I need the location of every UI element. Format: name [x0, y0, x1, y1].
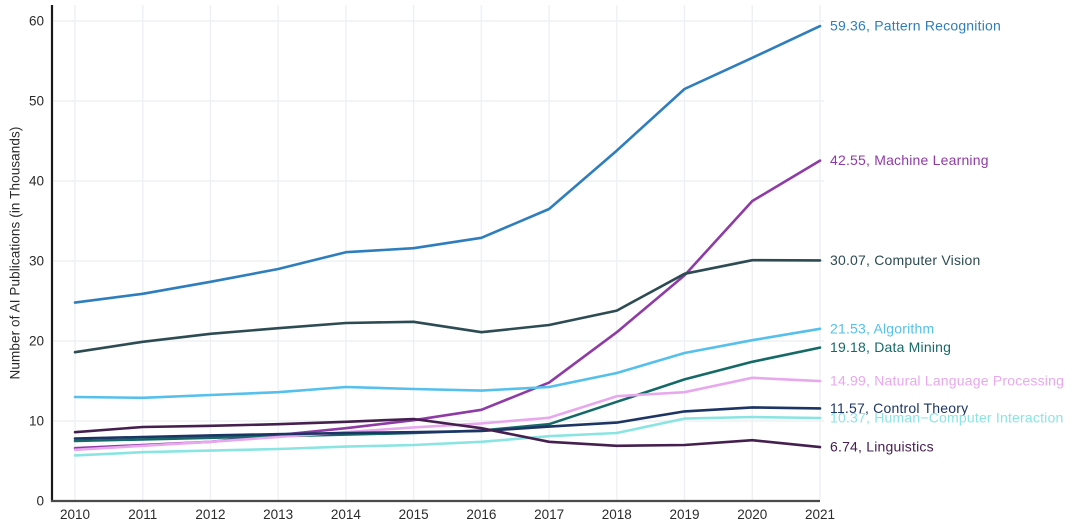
- y-axis-title: Number of AI Publications (in Thousands): [7, 126, 23, 380]
- y-tick-label: 10: [29, 414, 44, 429]
- y-tick-label: 0: [36, 494, 44, 509]
- x-tick-label: 2012: [195, 507, 225, 522]
- y-tick-label: 50: [29, 94, 44, 109]
- series-line-pattern-recognition: [73, 24, 822, 304]
- series-label-algorithm: 21.53, Algorithm: [830, 320, 934, 336]
- x-tick-label: 2019: [670, 507, 700, 522]
- y-tick-label: 40: [29, 174, 44, 189]
- series-label-linguistics: 6.74, Linguistics: [830, 439, 934, 455]
- x-tick-label: 2018: [602, 507, 632, 522]
- series-label-data-mining: 19.18, Data Mining: [830, 339, 951, 355]
- series-line-control-theory: [73, 406, 822, 440]
- series-label-machine-learning: 42.55, Machine Learning: [830, 152, 989, 168]
- series-line-natural-language-processing: [73, 376, 822, 452]
- series-line-algorithm: [73, 327, 822, 400]
- series-line-human-computer-interaction: [73, 415, 822, 457]
- series-label-control-theory: 11.57, Control Theory: [830, 400, 968, 416]
- y-tick-label: 60: [29, 14, 44, 29]
- series-label-natural-language-processing: 14.99, Natural Language Processing: [830, 373, 1064, 389]
- x-tick-label: 2017: [534, 507, 564, 522]
- series-label-human-computer-interaction: 10.37, Human−Computer Interaction: [830, 410, 1063, 426]
- x-tick-label: 2013: [263, 507, 293, 522]
- y-tick-label: 30: [29, 254, 44, 269]
- x-tick-label: 2020: [737, 507, 767, 522]
- x-tick-label: 2015: [399, 507, 429, 522]
- y-tick-label: 20: [29, 334, 44, 349]
- x-tick-label: 2011: [128, 507, 157, 522]
- x-tick-label: 2014: [331, 507, 362, 522]
- series-line-linguistics: [73, 417, 822, 449]
- x-tick-label: 2021: [805, 507, 835, 522]
- series-line-machine-learning: [73, 159, 822, 450]
- x-tick-label: 2010: [60, 507, 90, 522]
- series-line-computer-vision: [73, 258, 822, 354]
- series-label-pattern-recognition: 59.36, Pattern Recognition: [830, 18, 1001, 34]
- x-tick-label: 2016: [466, 507, 496, 522]
- series-label-computer-vision: 30.07, Computer Vision: [830, 252, 980, 268]
